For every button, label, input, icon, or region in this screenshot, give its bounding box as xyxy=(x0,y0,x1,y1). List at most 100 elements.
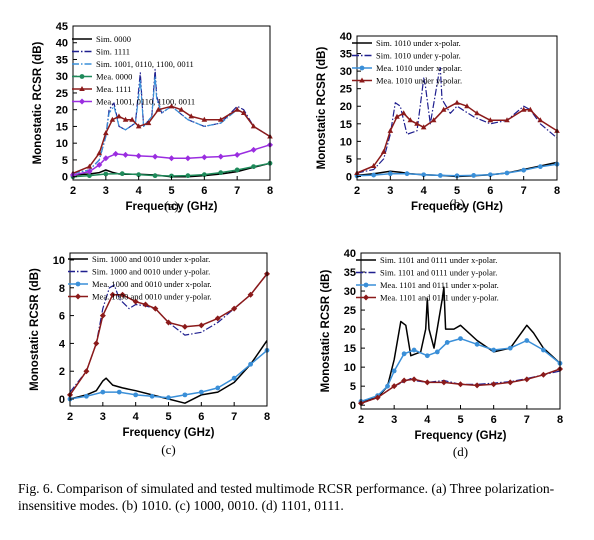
data-point xyxy=(487,117,494,123)
x-tick-label: 7 xyxy=(521,185,527,197)
data-point xyxy=(370,162,377,168)
series-line-2 xyxy=(69,273,268,393)
data-point xyxy=(401,377,408,384)
data-point xyxy=(135,152,142,159)
legend: Sim. 1000 and 0010 under x-polar. Sim. 10… xyxy=(68,254,212,302)
x-tick-label: 2 xyxy=(67,411,73,423)
x-tick-label: 5 xyxy=(457,414,463,426)
data-point xyxy=(391,383,398,390)
legend-marker xyxy=(75,293,81,300)
panel-label: (c) xyxy=(161,442,175,457)
data-point xyxy=(93,340,100,347)
x-tick-label: 6 xyxy=(491,414,497,426)
data-point xyxy=(119,171,125,177)
x-tick-label: 4 xyxy=(424,414,431,426)
data-point xyxy=(520,106,527,112)
legend: Sim. 0000 Sim. 1111 Sim. 1001, 0110, 1100,… xyxy=(72,34,195,107)
x-tick-label: 8 xyxy=(554,185,560,197)
data-point xyxy=(201,116,208,122)
data-point xyxy=(527,106,534,112)
data-point xyxy=(507,345,513,351)
data-point xyxy=(251,164,256,170)
legend-entry: Mea. 1010 under y-polar. xyxy=(376,76,462,86)
x-tick-label: 5 xyxy=(454,185,460,197)
x-tick-label: 6 xyxy=(487,185,493,197)
legend-entry: Sim. 0000 xyxy=(96,34,131,44)
x-tick-label: 2 xyxy=(358,414,364,426)
legend-marker xyxy=(363,294,369,301)
y-tick-label: 15 xyxy=(344,343,356,355)
y-tick-label: 5 xyxy=(350,381,356,393)
x-tick-label: 2 xyxy=(70,185,76,197)
data-point xyxy=(247,291,254,298)
legend-entry: Mea. 1001, 0110, 1100, 0011 xyxy=(96,97,195,107)
y-tick-label: 25 xyxy=(56,88,68,100)
data-point xyxy=(491,347,497,353)
data-point xyxy=(387,171,393,177)
data-point xyxy=(487,172,493,178)
x-tick-label: 3 xyxy=(391,414,397,426)
legend-entry: Sim. 1010 under x-polar. xyxy=(376,38,461,48)
data-point xyxy=(457,381,464,388)
x-tick-label: 4 xyxy=(136,185,143,197)
data-point xyxy=(109,116,116,122)
data-point xyxy=(165,319,172,326)
y-tick-label: 10 xyxy=(340,136,352,148)
legend-marker xyxy=(79,98,85,105)
x-axis-label: Frequency (GHz) xyxy=(411,201,503,213)
data-point xyxy=(201,154,208,161)
data-point xyxy=(394,113,400,119)
legend-marker xyxy=(359,65,365,71)
x-tick-label: 3 xyxy=(100,411,106,423)
x-tick-label: 7 xyxy=(524,414,530,426)
y-tick-label: 2 xyxy=(59,366,65,378)
legend-marker xyxy=(359,77,365,83)
x-tick-label: 4 xyxy=(421,185,428,197)
y-axis-label: Monostatic RCSR (dB) xyxy=(316,47,328,170)
data-point xyxy=(250,123,257,129)
data-point xyxy=(404,171,410,177)
y-tick-label: 30 xyxy=(340,66,352,78)
y-axis-label: Monostatic RCSR (dB) xyxy=(320,270,332,393)
legend: Sim. 1010 under x-polar. Sim. 1010 under … xyxy=(352,38,462,86)
data-point xyxy=(437,173,443,178)
legend-entry: Mea. 0000 xyxy=(96,72,132,82)
data-point xyxy=(96,161,103,168)
y-tick-label: 40 xyxy=(344,248,356,260)
x-tick-label: 2 xyxy=(354,185,360,197)
y-tick-label: 40 xyxy=(340,31,352,43)
data-point xyxy=(400,110,407,116)
x-tick-label: 8 xyxy=(264,411,270,423)
data-point xyxy=(474,110,480,116)
y-tick-label: 35 xyxy=(56,54,68,66)
data-point xyxy=(145,120,152,126)
y-tick-label: 0 xyxy=(346,171,352,183)
data-point xyxy=(182,392,188,398)
data-point xyxy=(440,106,447,112)
data-point xyxy=(217,116,224,122)
x-tick-label: 7 xyxy=(234,185,240,197)
data-point xyxy=(169,173,174,179)
data-point xyxy=(231,375,237,381)
data-point xyxy=(152,173,158,179)
legend-marker xyxy=(79,74,85,79)
data-point xyxy=(414,120,420,126)
data-point xyxy=(380,148,387,154)
data-point xyxy=(116,389,122,395)
data-point xyxy=(240,110,247,116)
data-point xyxy=(424,353,430,359)
data-point xyxy=(181,323,188,330)
data-point xyxy=(474,382,481,389)
data-point xyxy=(401,351,407,357)
y-tick-label: 40 xyxy=(56,38,68,50)
data-point xyxy=(420,124,427,130)
data-point xyxy=(540,371,547,378)
data-point xyxy=(464,103,470,109)
x-tick-label: 3 xyxy=(387,185,393,197)
legend-marker xyxy=(363,282,369,288)
data-point xyxy=(504,117,510,123)
data-point xyxy=(424,379,431,386)
data-point xyxy=(250,146,257,153)
series-line-5 xyxy=(72,105,271,174)
